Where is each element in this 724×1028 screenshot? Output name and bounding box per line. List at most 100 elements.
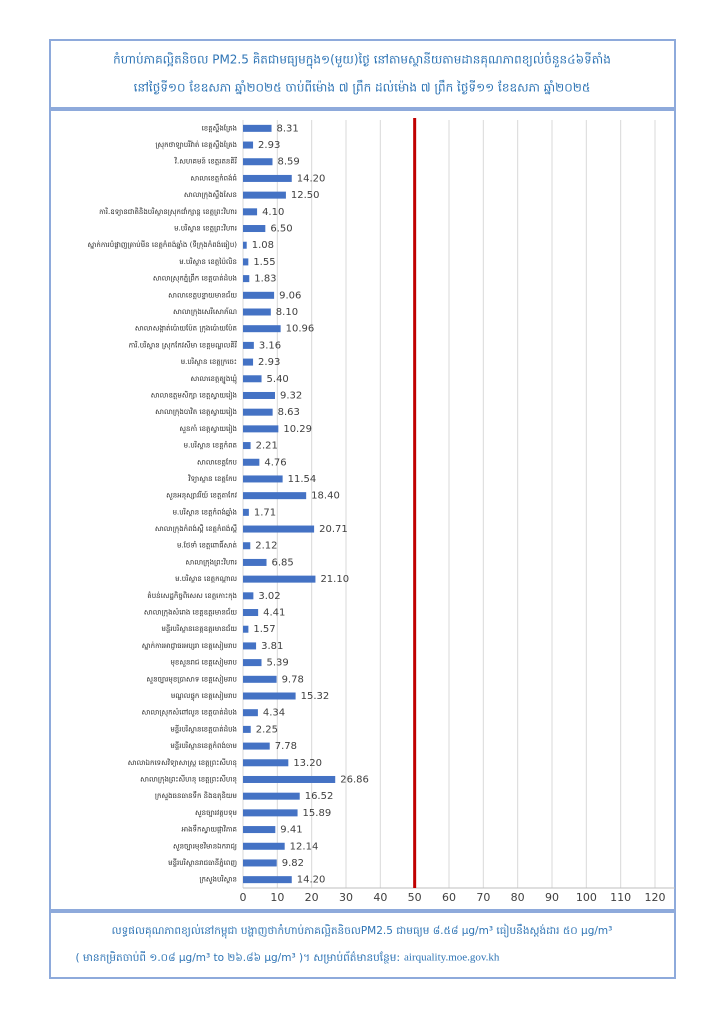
bar [243,325,281,333]
y-tick-label: ម.បរិស្ថាន ខេត្តកំពត [184,441,237,450]
data-label: 4.10 [262,207,284,218]
y-tick-label: ស្នាក់ការបំផ្លាញគ្រាប់មីន ខេត្តកំពង់ឆ្នា… [88,240,238,250]
bar [243,775,336,783]
data-label: 2.93 [258,357,280,368]
data-label: 13.20 [293,758,322,769]
data-label: 7.78 [275,741,297,752]
bar [243,525,315,533]
data-label: 3.81 [261,641,283,652]
data-label: 8.31 [277,123,299,134]
bar [243,859,277,867]
data-label: 2.25 [256,724,278,735]
y-tick-label: សួនច្បារមុខវិមានឯករាជ្យ [173,841,237,851]
footer-box [49,911,676,979]
y-tick-label: សាលាក្រុងសេរីសោភ័ណ [173,307,237,317]
x-tick-label: 80 [511,891,525,904]
bar [243,609,259,617]
y-tick-label: វិទ្យាស្ថាន ខេត្តកែប [188,474,238,483]
y-tick-label: សាលាក្រុងសំរោង ខេត្តឧត្តរមានជ័យ [144,608,238,618]
data-label: 15.32 [301,691,330,702]
bar [243,258,249,266]
bar [243,442,251,450]
data-label: 5.39 [267,658,289,669]
bar [243,692,296,700]
y-tick-label: មន្ទីរបរិស្ថានខេត្តបាត់ដំបង [170,724,237,733]
data-label: 12.50 [291,190,320,201]
data-label: 8.10 [276,307,298,318]
y-tick-label: សួនកាំ ខេត្តស្វាយរៀង [179,424,237,434]
y-tick-label: សួនអនុស្សាវរីយ៍ ខេត្តតាកែវ [166,491,238,501]
y-tick-label: សាលាក្រុងស្ទឹងសែន [184,190,237,200]
data-label: 11.54 [288,474,317,485]
y-tick-label: សាលាខេត្តកំពង់ធំ [190,173,237,182]
data-label: 10.29 [283,424,312,435]
x-tick-label: 100 [576,891,597,904]
bar [243,558,267,566]
bar [243,492,307,500]
bar [243,659,262,667]
data-label: 14.20 [297,173,326,184]
bar [243,742,270,750]
data-label: 26.86 [340,774,369,785]
y-tick-label: ម.ថែទាំ ខេត្តពោធិ៍សាត់ [177,540,237,550]
y-tick-label: សាលាក្រុងព្រះសីហនុ ខេត្តព្រះសីហនុ [140,774,237,784]
y-tick-label: មន្ទីរបរិស្ថានរាជធានីភ្នំពេញ [168,858,237,867]
y-tick-label: អាងទឹកស្វាយផ្កាវិភាគ [181,825,237,834]
bar [243,458,260,466]
data-label: 16.52 [305,791,334,802]
bar [243,842,285,850]
bar [243,575,316,583]
data-label: 4.41 [263,608,285,619]
y-tick-label: សាលាឯកទេសវិទ្យាសាស្ត្រ ខេត្តព្រះសីហនុ [128,758,237,768]
x-tick-label: 30 [339,891,353,904]
bar [243,725,251,733]
y-tick-label: ម.បរិស្ថាន ខេត្តព្រះវិហារ [174,224,237,233]
y-tick-label: ការិ.ឧទ្យានជាតិនិងបរិស្ថានស្រុកជាំក្សាន្… [99,207,237,217]
y-tick-label: សាលាស្រុកសំពៅលូន ខេត្តបាត់ដំបង [142,708,237,718]
data-label: 9.78 [282,674,304,685]
data-label: 9.06 [279,290,301,301]
bar [243,709,258,717]
data-label: 9.41 [280,825,302,836]
data-label: 1.57 [253,624,275,635]
y-tick-label: វិ.សហគមន៍ ខេត្តរតនគិរី [174,157,237,166]
y-tick-label: សាលាក្រុងបាវិត ខេត្តស្វាយរៀង [155,407,237,417]
x-tick-label: 110 [610,891,631,904]
y-tick-label: មន្ទីរបរិស្ថានខេត្តឧត្តរមានជ័យ [161,624,237,633]
x-tick-label: 120 [645,891,666,904]
footer-link[interactable]: airquality.moe.gov.kh [404,952,500,964]
bar [243,291,275,299]
bar [243,191,286,199]
y-tick-label: ខេត្តស្ទឹងត្រែង [202,123,237,132]
bar [243,792,300,800]
y-tick-label: ម.បរិស្ថាន ខេត្តកំពង់ឆ្នាំង [173,507,237,516]
data-label: 1.08 [252,240,274,251]
bar [243,241,247,249]
data-label: 6.50 [270,224,292,235]
data-label: 21.10 [320,574,349,585]
x-tick-label: 90 [545,891,559,904]
y-tick-label: តំបន់សេដ្ឋកិច្ចពិសេស ខេត្តកោះកុង [147,591,237,601]
y-tick-label: សាលាខេត្តកែប [197,457,238,466]
data-label: 3.02 [258,591,280,602]
y-tick-label: សាលាខេត្តត្បូងឃ្មុំ [190,374,237,385]
y-tick-label: សាលាក្រុងព្រះវិហារ [185,557,237,567]
y-tick-label: ក្រសួងបរិស្ថាន [199,875,237,885]
bar [243,542,251,550]
y-tick-label: មុខសួនរាជ ខេត្តសៀមរាប [170,658,237,668]
bar [243,358,254,366]
data-label: 5.40 [267,374,289,385]
title-box [49,39,676,109]
bar [243,174,292,182]
bar [243,759,289,767]
bar [243,341,254,349]
y-tick-label: មន្ទីរបរិស្ថានខេត្តកំពង់ចាម [170,741,237,750]
bar [243,391,275,399]
bar [243,308,271,316]
data-label: 1.71 [254,507,276,518]
bar [243,625,249,633]
bar [243,592,254,600]
x-tick-label: 10 [270,891,284,904]
